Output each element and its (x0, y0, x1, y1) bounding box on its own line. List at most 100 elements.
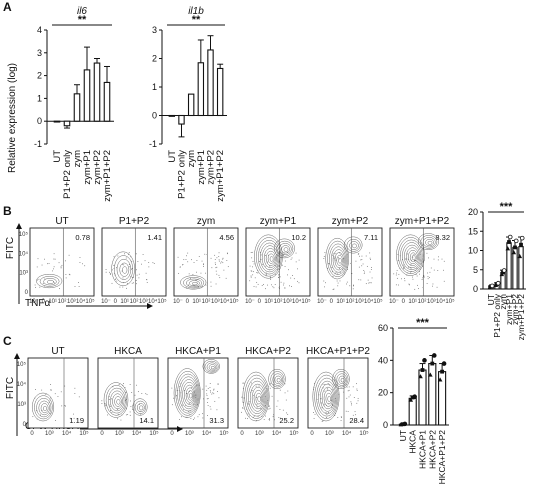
phago-flow-5-event (335, 400, 337, 402)
phago-flow-5-event (345, 384, 347, 386)
phago-flow-5-event (338, 393, 340, 395)
tnf-flow-4-event (272, 286, 274, 288)
phago-flow-1-event (49, 399, 51, 401)
phago-flow-3-event (207, 405, 209, 406)
tnf-flow-6-event (419, 271, 420, 272)
phago-flow-3-event (197, 416, 199, 418)
phago-flow-4-event (268, 405, 269, 407)
tnf-flow-5-event (353, 285, 354, 287)
il1b-bar (207, 49, 214, 117)
tnf-flow-6-event (423, 276, 425, 278)
tnf-flow-2-event (121, 270, 123, 272)
phago-flow-1-title: UT (51, 346, 64, 357)
tnf-flow-6-event (423, 259, 425, 261)
tnf-flow-5-event (370, 269, 372, 270)
tnf-flow-1-event (35, 286, 37, 288)
tnf-flow-3-event (218, 252, 220, 254)
phago-flow-2-event (111, 398, 112, 400)
tnf-flow-1-contour (36, 274, 63, 289)
tnf-flow-4-event (295, 261, 297, 263)
tnf-flow-5-event (350, 262, 352, 264)
phago-flow-2-event (108, 396, 110, 397)
phago-flow-4-contour (268, 368, 286, 390)
tnf-flow-4-event (277, 269, 279, 270)
tnf-flow-5-event (370, 282, 372, 284)
tnf-flow-4-contour (265, 250, 276, 266)
phago-category-label: UT (398, 430, 408, 441)
phago-flow-2-event (125, 399, 127, 400)
tnf-flow-1-event (53, 258, 55, 260)
phago-flow-3-percent: 31.3 (209, 416, 224, 425)
phago-flow-5-event (353, 397, 355, 398)
tnf-flow-6-event (427, 278, 429, 280)
tnf-flow-5-event (339, 267, 340, 269)
phago-flow-3-event (193, 391, 195, 393)
phago-flow-ytick: 10³ (17, 402, 26, 408)
phago-flow-5-event (320, 398, 322, 400)
tnf-flow-6-event (429, 271, 431, 273)
tnf-flow-ytick: 10⁴ (19, 250, 29, 257)
phago-flow-2-event (139, 410, 141, 412)
il1b-ytick-label: 3 (152, 25, 157, 35)
tnf-ytick-label: 5 (473, 265, 478, 275)
phago-flow-4-event (243, 382, 245, 384)
phago-category-label: HKCA+P1+P2 (437, 430, 447, 485)
tnf-flow-2-event (125, 257, 127, 259)
phago-flow-4-xtick: 10³ (255, 431, 264, 437)
phago-flow-2-event (123, 397, 125, 399)
tnf-flow-2-event (136, 274, 138, 276)
tnf-flow-4-event (253, 271, 255, 273)
phago-flow-5-event (321, 407, 323, 409)
tnf-flow-2-event (131, 282, 133, 284)
phago-flow-2-event (109, 404, 111, 406)
tnf-flow-1-event (38, 278, 40, 280)
phago-flow-2-xtick: 10⁵ (149, 430, 159, 437)
tnf-flow-2-event (123, 282, 124, 284)
tnf-flow-4-event (284, 266, 286, 267)
phago-flow-3-xtick: 0 (170, 431, 174, 437)
phago-flow-2-contour (112, 393, 123, 409)
phago-flow-5-event (350, 404, 352, 406)
phago-flow-4-xtick: 10⁵ (289, 430, 299, 437)
tnf-flow-4-event (252, 266, 253, 268)
tnf-flow-5-event (340, 253, 342, 255)
tnf-flow-6-event (421, 258, 423, 260)
phago-flow-3-event (195, 395, 197, 397)
tnf-flow-6-xtick: 10² (418, 299, 427, 305)
tnf-flow-2-event (142, 254, 144, 255)
phago-flow-3-event (186, 416, 188, 418)
phago-flow-5-event (347, 411, 349, 412)
tnf-flow-6-event (438, 256, 439, 258)
tnf-flow-2-event (128, 254, 129, 255)
tnf-flow-5-event (329, 263, 330, 265)
tnf-flow-3-event (177, 256, 179, 258)
tnf-flow-3-event (218, 260, 220, 262)
phago-flow-3-event (180, 392, 182, 394)
phago-point (422, 358, 427, 363)
phago-flow-1-event (50, 397, 52, 399)
tnf-flow-4-event (257, 283, 259, 285)
phago-flow-1-contour (31, 392, 55, 422)
phago-flow-5-event (337, 417, 339, 418)
phago-flow-4-event (264, 396, 266, 398)
phago-flow-5-event (331, 406, 332, 408)
tnf-flow-3-event (191, 259, 192, 261)
tnf-flow-6-event (432, 285, 433, 287)
tnf-flow-5-contour (325, 237, 349, 280)
phago-flow-3-event (206, 395, 208, 397)
tnf-flow-4-event (252, 261, 254, 262)
tnf-flow-6-event (418, 288, 419, 290)
tnf-flow-4-event (250, 275, 252, 277)
tnf-flow-3-event (221, 261, 223, 263)
il6-category-label: P1+P2 only (62, 150, 73, 199)
tnf-flow-5-event (339, 252, 340, 254)
phago-flow-2-event (111, 412, 113, 414)
phago-flow-3-event (188, 411, 190, 413)
tnf-flow-6-contour (427, 240, 433, 245)
tnf-flow-6-event (396, 272, 397, 274)
tnf-flow-1-event (68, 273, 70, 275)
phago-flow-1-xtick: 10³ (45, 431, 54, 437)
tnf-flow-3-event (200, 287, 202, 289)
phago-flow-2-event (145, 393, 147, 395)
tnf-flow-3-event (186, 255, 187, 257)
